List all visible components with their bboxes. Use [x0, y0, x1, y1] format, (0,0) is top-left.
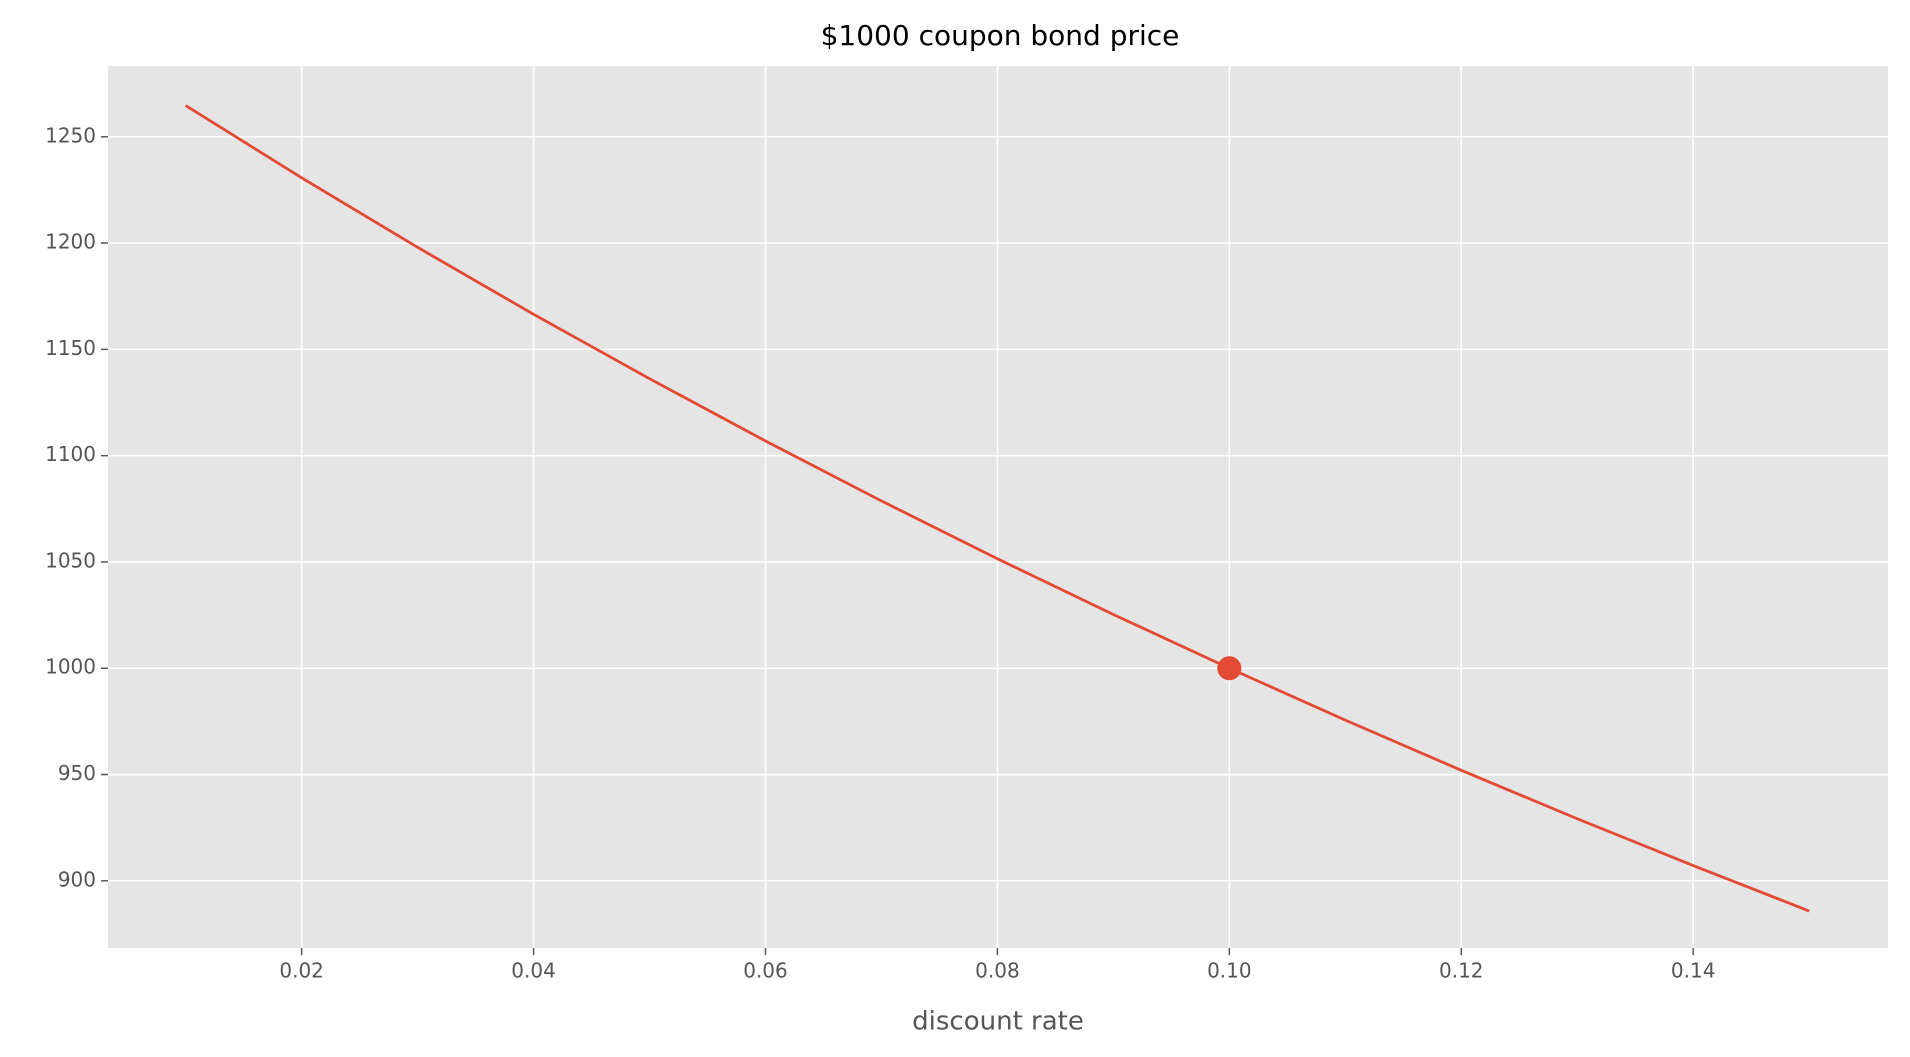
x-tick-label: 0.08 [975, 959, 1020, 983]
x-tick-label: 0.12 [1439, 959, 1484, 983]
x-axis-label: discount rate [912, 1007, 1084, 1037]
y-tick-label: 1050 [45, 548, 96, 572]
y-tick-label: 1150 [45, 336, 96, 360]
y-tick-label: 900 [58, 867, 96, 891]
y-tick-label: 1000 [45, 655, 96, 679]
y-tick-label: 950 [58, 761, 96, 785]
y-tick-label: 1250 [45, 123, 96, 147]
line [184, 104, 1810, 913]
x-tick-label: 0.10 [1207, 959, 1252, 983]
y-tick-label: 1200 [45, 230, 96, 254]
point [1217, 656, 1242, 681]
x-tick-label: 0.04 [511, 959, 556, 983]
x-tick-label: 0.06 [743, 959, 788, 983]
chart-title: $1000 coupon bond price [821, 19, 1180, 52]
grid [108, 66, 1888, 948]
x-tick-label: 0.02 [279, 959, 324, 983]
x-tick-label: 0.14 [1671, 959, 1716, 983]
y-tick-label: 1100 [45, 442, 96, 466]
